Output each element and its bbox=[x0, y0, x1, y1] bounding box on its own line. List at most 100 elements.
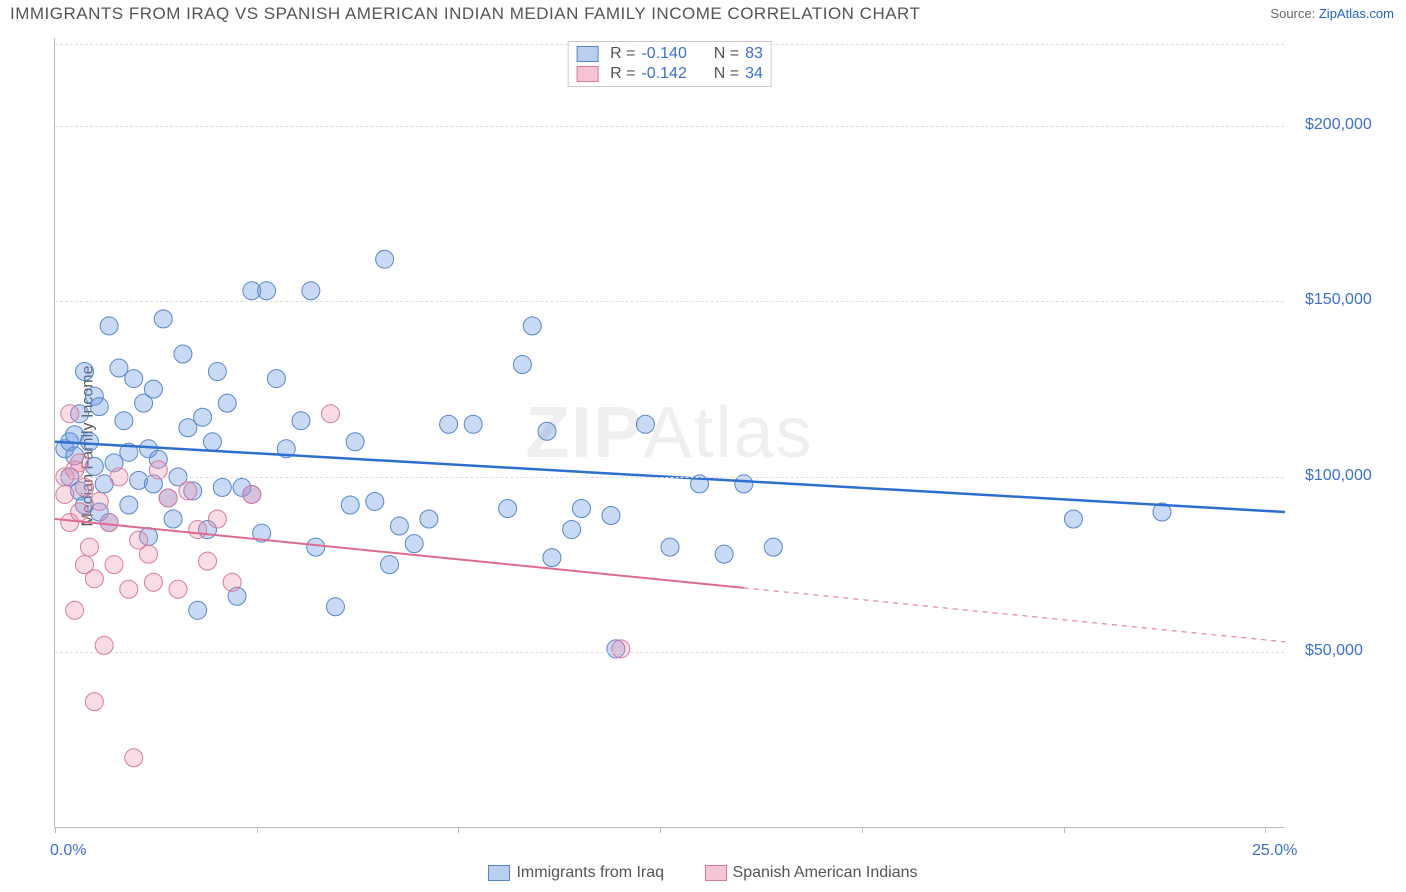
data-point bbox=[543, 549, 561, 567]
data-point bbox=[572, 499, 590, 517]
stats-row-spanish: R = -0.142 N = 34 bbox=[576, 64, 763, 84]
source-label: Source: bbox=[1270, 6, 1315, 21]
data-point bbox=[440, 415, 458, 433]
data-point bbox=[56, 485, 74, 503]
y-tick-label: $150,000 bbox=[1305, 291, 1372, 309]
bottom-legend: Immigrants from Iraq Spanish American In… bbox=[0, 864, 1406, 886]
data-point bbox=[715, 545, 733, 563]
data-point bbox=[213, 478, 231, 496]
data-point bbox=[125, 749, 143, 767]
gridline bbox=[55, 652, 1284, 653]
data-point bbox=[513, 356, 531, 374]
x-tick bbox=[660, 827, 661, 833]
data-point bbox=[115, 412, 133, 430]
data-point bbox=[538, 422, 556, 440]
data-point bbox=[85, 570, 103, 588]
data-point bbox=[322, 405, 340, 423]
source-link[interactable]: ZipAtlas.com bbox=[1319, 6, 1394, 21]
x-axis-end-label: 25.0% bbox=[1252, 842, 1297, 860]
data-point bbox=[76, 478, 94, 496]
data-point bbox=[174, 345, 192, 363]
swatch-iraq bbox=[488, 865, 510, 881]
data-point bbox=[381, 556, 399, 574]
data-point bbox=[199, 552, 217, 570]
data-point bbox=[154, 310, 172, 328]
y-tick-label: $50,000 bbox=[1305, 642, 1363, 660]
source-credit: Source: ZipAtlas.com bbox=[1270, 6, 1394, 21]
stat-n-iraq: 83 bbox=[745, 45, 763, 63]
data-point bbox=[563, 521, 581, 539]
swatch-iraq bbox=[576, 46, 598, 62]
gridline bbox=[55, 477, 1284, 478]
stat-r-iraq: -0.140 bbox=[641, 45, 686, 63]
scatter-chart: ZIPAtlas R = -0.140 N = 83 R = -0.142 N … bbox=[54, 38, 1284, 828]
x-tick bbox=[55, 827, 56, 833]
chart-header: IMMIGRANTS FROM IRAQ VS SPANISH AMERICAN… bbox=[0, 0, 1406, 30]
data-point bbox=[159, 489, 177, 507]
legend-label-spanish: Spanish American Indians bbox=[733, 864, 918, 882]
data-point bbox=[203, 433, 221, 451]
data-point bbox=[208, 510, 226, 528]
data-point bbox=[346, 433, 364, 451]
data-point bbox=[179, 482, 197, 500]
x-tick bbox=[458, 827, 459, 833]
data-point bbox=[85, 693, 103, 711]
swatch-spanish bbox=[576, 66, 598, 82]
data-point bbox=[366, 492, 384, 510]
legend-item-spanish: Spanish American Indians bbox=[705, 864, 918, 882]
y-tick-label: $100,000 bbox=[1305, 467, 1372, 485]
data-point bbox=[120, 580, 138, 598]
data-point bbox=[66, 601, 84, 619]
stats-row-iraq: R = -0.140 N = 83 bbox=[576, 44, 763, 64]
data-point bbox=[208, 363, 226, 381]
data-point bbox=[267, 370, 285, 388]
data-point bbox=[125, 370, 143, 388]
data-point bbox=[499, 499, 517, 517]
data-point bbox=[189, 521, 207, 539]
data-point bbox=[71, 503, 89, 521]
data-point bbox=[326, 598, 344, 616]
data-point bbox=[100, 514, 118, 532]
data-point bbox=[1064, 510, 1082, 528]
x-tick bbox=[1265, 827, 1266, 833]
data-point bbox=[602, 507, 620, 525]
data-point bbox=[189, 601, 207, 619]
data-point bbox=[144, 380, 162, 398]
data-point bbox=[144, 573, 162, 591]
data-point bbox=[218, 394, 236, 412]
x-axis-start-label: 0.0% bbox=[50, 842, 86, 860]
data-point bbox=[292, 412, 310, 430]
data-point bbox=[405, 535, 423, 553]
x-tick bbox=[862, 827, 863, 833]
gridline bbox=[55, 301, 1284, 302]
x-tick bbox=[1064, 827, 1065, 833]
data-point bbox=[194, 408, 212, 426]
data-point bbox=[120, 496, 138, 514]
data-point bbox=[376, 250, 394, 268]
x-tick bbox=[257, 827, 258, 833]
data-point bbox=[80, 433, 98, 451]
data-point bbox=[61, 405, 79, 423]
data-point bbox=[71, 454, 89, 472]
y-tick-label: $200,000 bbox=[1305, 116, 1372, 134]
data-point bbox=[523, 317, 541, 335]
stat-r-spanish: -0.142 bbox=[641, 65, 686, 83]
data-point bbox=[243, 485, 261, 503]
data-point bbox=[80, 538, 98, 556]
legend-label-iraq: Immigrants from Iraq bbox=[516, 864, 664, 882]
stat-n-spanish: 34 bbox=[745, 65, 763, 83]
plot-svg bbox=[55, 38, 1285, 828]
data-point bbox=[307, 538, 325, 556]
data-point bbox=[661, 538, 679, 556]
data-point bbox=[169, 580, 187, 598]
data-point bbox=[390, 517, 408, 535]
data-point bbox=[90, 398, 108, 416]
legend-item-iraq: Immigrants from Iraq bbox=[488, 864, 664, 882]
data-point bbox=[764, 538, 782, 556]
data-point bbox=[464, 415, 482, 433]
data-point bbox=[139, 545, 157, 563]
data-point bbox=[90, 492, 108, 510]
data-point bbox=[258, 282, 276, 300]
data-point bbox=[76, 363, 94, 381]
data-point bbox=[420, 510, 438, 528]
